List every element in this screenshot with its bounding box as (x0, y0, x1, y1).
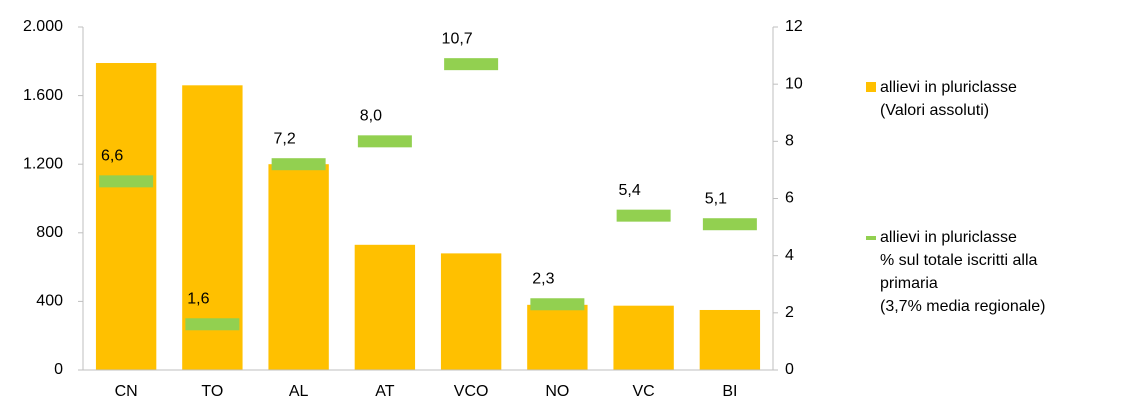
marker (185, 318, 240, 331)
x-tick-label: AT (375, 383, 394, 400)
marker (444, 58, 499, 71)
x-tick-label: CN (115, 383, 138, 400)
y-tick-label: 1.200 (23, 155, 63, 172)
y-tick-label: 0 (54, 361, 63, 378)
bar (95, 63, 157, 370)
x-tick-label: BI (722, 383, 737, 400)
x-tick-label: VCO (454, 383, 489, 400)
legend-swatch (866, 236, 876, 240)
x-tick-label: AL (289, 383, 309, 400)
marker (616, 209, 671, 222)
legend-label: allievi in pluriclasse (Valori assoluti) (880, 79, 1017, 119)
data-label: 5,1 (705, 190, 727, 207)
marker (357, 135, 412, 148)
data-label: 5,4 (619, 182, 641, 199)
data-label: 6,6 (101, 148, 123, 165)
y2-tick-label: 2 (785, 304, 794, 321)
x-tick-label: NO (545, 383, 569, 400)
y-tick-label: 800 (36, 224, 63, 241)
data-label: 8,0 (360, 108, 382, 125)
bar (527, 304, 588, 370)
bar (613, 305, 674, 370)
bar (699, 309, 761, 370)
data-label: 10,7 (442, 30, 473, 47)
data-label: 2,3 (532, 270, 554, 287)
y2-tick-label: 10 (785, 75, 803, 92)
y2-tick-label: 8 (785, 133, 794, 150)
legend-entry: allievi in pluriclasse (Valori assoluti) (866, 76, 1017, 122)
legend-swatch (866, 82, 876, 92)
marker (702, 218, 757, 231)
x-tick-label: TO (201, 383, 223, 400)
y-tick-label: 2.000 (23, 18, 63, 35)
marker (99, 175, 154, 188)
y-tick-label: 400 (36, 293, 63, 310)
x-tick-label: VC (633, 383, 655, 400)
bar (354, 244, 416, 370)
y2-tick-label: 4 (785, 247, 794, 264)
legend-label: allievi in pluriclasse % sul totale iscr… (880, 229, 1046, 315)
bar (268, 164, 329, 370)
marker (271, 158, 326, 171)
y2-tick-label: 6 (785, 190, 794, 207)
bar (440, 253, 502, 370)
y2-tick-label: 0 (785, 361, 794, 378)
marker (530, 298, 585, 311)
legend-entry: allievi in pluriclasse % sul totale iscr… (866, 226, 1045, 318)
data-label: 1,6 (187, 290, 209, 307)
data-label: 7,2 (274, 130, 296, 147)
y-tick-label: 1.600 (23, 87, 63, 104)
y2-tick-label: 12 (785, 18, 803, 35)
